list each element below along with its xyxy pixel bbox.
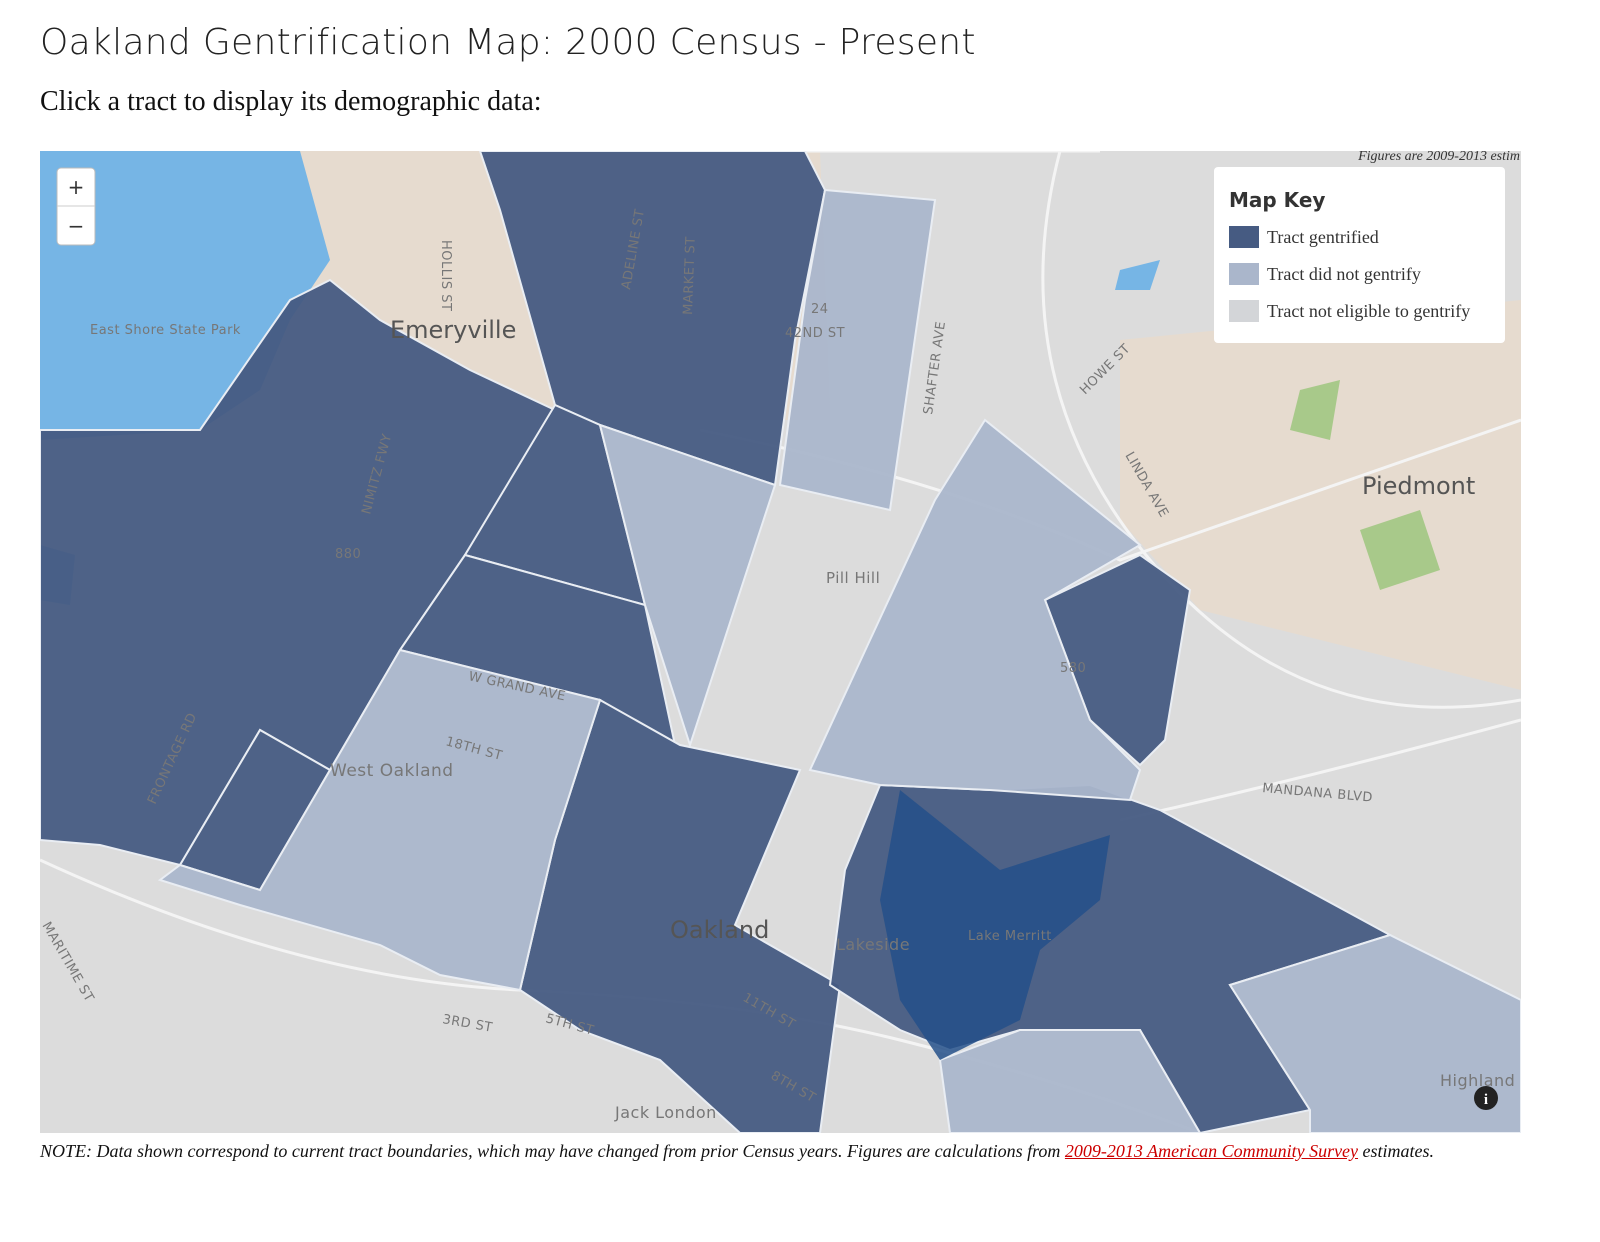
legend-swatch <box>1229 226 1259 248</box>
highway-shield: 880 <box>335 547 361 562</box>
zoom-out[interactable]: − <box>68 214 85 238</box>
tract[interactable] <box>598 423 777 749</box>
zoom-in[interactable]: + <box>68 175 85 199</box>
instruction: Click a tract to display its demographic… <box>40 86 542 117</box>
street-label: 42ND ST <box>785 326 845 341</box>
legend-box <box>1214 167 1505 343</box>
info-button[interactable] <box>1474 1086 1498 1110</box>
legend-swatch <box>1229 263 1259 285</box>
tract[interactable] <box>938 1029 1202 1133</box>
place-label: Emeryville <box>390 316 516 344</box>
note-text: estimates. <box>1358 1141 1435 1161</box>
highway-shield: 24 <box>811 302 829 317</box>
street-label: HOLLIS ST <box>438 240 453 311</box>
highway-shield: 580 <box>1060 661 1086 676</box>
legend-label: Tract did not gentrify <box>1267 264 1421 284</box>
park <box>1290 380 1340 440</box>
attribution: Figures are 2009-2013 estim <box>1357 151 1520 164</box>
legend-label: Tract gentrified <box>1267 227 1379 247</box>
place-label: Jack London <box>614 1103 717 1122</box>
place-label: West Oakland <box>330 761 454 781</box>
legend-label: Tract not eligible to gentrify <box>1267 301 1470 321</box>
street-label: MARKET ST <box>681 236 699 315</box>
tract[interactable] <box>778 188 937 512</box>
map[interactable]: Emeryville Piedmont East Shore State Par… <box>40 151 1521 1133</box>
water <box>1115 260 1160 290</box>
legend: Map Key Tract gentrified Tract did not ge… <box>1214 167 1505 343</box>
land-urban <box>1120 300 1521 690</box>
tract[interactable] <box>808 418 1142 802</box>
page-title: Oakland Gentrification Map: 2000 Census … <box>40 22 976 63</box>
place-label: Lakeside <box>836 935 910 954</box>
park <box>1360 510 1440 590</box>
place-label: Oakland <box>670 916 769 944</box>
zoom-control: + − <box>56 167 96 246</box>
place-label: Lake Merritt <box>968 929 1052 944</box>
place-label: East Shore State Park <box>90 323 241 338</box>
info-icon: i <box>1484 1092 1488 1108</box>
place-label: Highland <box>1440 1071 1515 1090</box>
tract[interactable] <box>1228 933 1521 1133</box>
place-label: Pill Hill <box>826 569 880 587</box>
note: NOTE: Data shown correspond to current t… <box>40 1141 1440 1161</box>
legend-title: Map Key <box>1229 188 1325 212</box>
legend-swatch <box>1229 300 1259 322</box>
lake <box>880 790 1110 1060</box>
note-link[interactable]: 2009-2013 American Community Survey <box>1064 1141 1359 1161</box>
note-text: NOTE: Data shown correspond to current t… <box>40 1141 1065 1161</box>
tract[interactable] <box>157 648 602 992</box>
place-label: Piedmont <box>1362 472 1475 500</box>
